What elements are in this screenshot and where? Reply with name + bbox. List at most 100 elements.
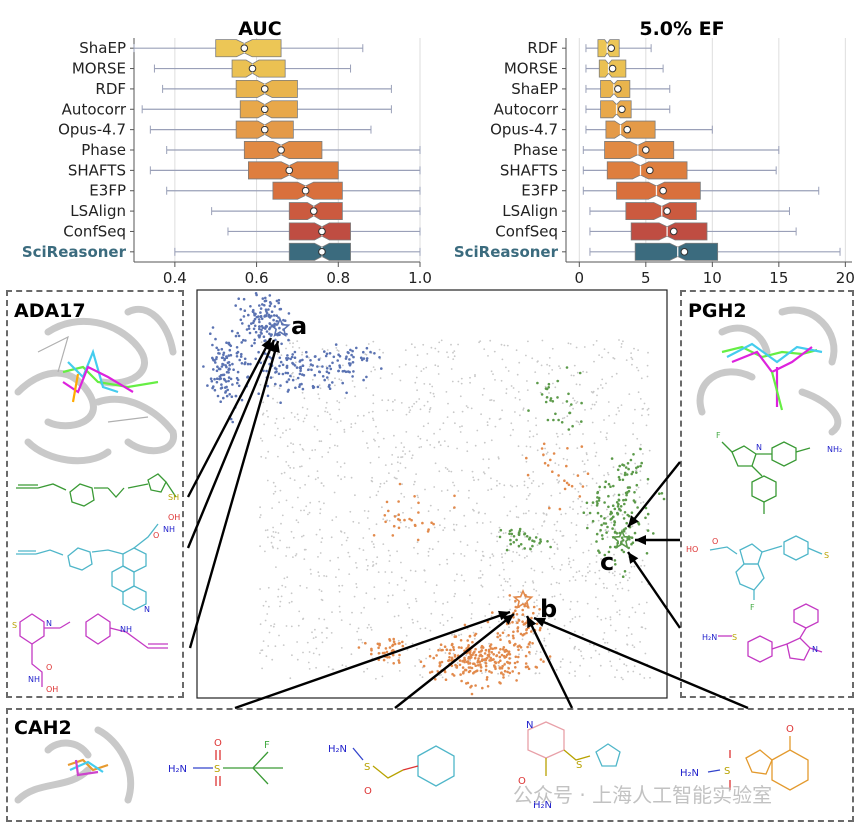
cluster-point-ada17 — [279, 360, 283, 364]
background-point — [569, 506, 571, 509]
cluster-point-ada17 — [352, 370, 355, 373]
cluster-point-pgh2 — [518, 527, 522, 531]
background-point — [446, 562, 449, 565]
cluster-point-cah2 — [514, 666, 517, 669]
cluster-point-pgh2 — [565, 366, 569, 369]
background-point — [597, 387, 599, 390]
background-point — [283, 577, 286, 580]
background-point — [626, 579, 629, 582]
background-point — [582, 551, 585, 554]
background-point — [509, 510, 512, 513]
background-point — [641, 414, 643, 417]
background-point — [425, 366, 428, 369]
cluster-point-ada17 — [291, 378, 295, 382]
background-point — [379, 357, 381, 360]
background-point — [603, 419, 605, 421]
background-point — [424, 627, 427, 630]
cluster-point-cah2 — [430, 670, 434, 674]
cluster-point-ada17 — [227, 368, 230, 372]
background-point — [604, 529, 607, 531]
background-point — [272, 526, 274, 529]
cluster-point-cah2 — [513, 661, 517, 665]
pgh2-m2-s-label: S — [824, 551, 829, 560]
cluster-point-cah2 — [493, 665, 497, 668]
cluster-point-cah2 — [427, 528, 430, 531]
background-point — [382, 437, 385, 440]
cluster-point-ada17 — [268, 355, 271, 359]
background-point — [416, 552, 419, 555]
cluster-point-cah2 — [505, 622, 509, 626]
background-point — [598, 464, 600, 467]
cluster-point-pgh2 — [565, 400, 569, 403]
background-point — [353, 385, 356, 388]
background-point — [277, 595, 279, 598]
cluster-point-ada17 — [331, 361, 334, 365]
background-point — [404, 647, 406, 650]
cluster-point-pgh2 — [627, 467, 630, 471]
background-point — [357, 627, 360, 630]
background-point — [556, 435, 559, 438]
background-point — [574, 579, 577, 581]
cluster-point-cah2 — [370, 647, 373, 651]
background-point — [471, 602, 473, 604]
background-point — [306, 369, 309, 372]
cluster-point-pgh2 — [616, 511, 619, 515]
background-point — [265, 655, 268, 658]
cluster-point-ada17 — [218, 377, 221, 381]
background-point — [318, 575, 320, 577]
background-point — [338, 378, 341, 381]
cluster-point-ada17 — [275, 370, 278, 373]
background-point — [575, 383, 578, 386]
background-point — [590, 504, 593, 507]
background-point — [488, 458, 490, 461]
background-point — [508, 578, 511, 580]
cluster-point-cah2 — [548, 655, 552, 658]
mean-marker — [318, 248, 326, 256]
background-point — [338, 584, 340, 587]
box-scireasoner — [634, 242, 719, 261]
background-point — [426, 400, 429, 403]
background-point — [277, 427, 279, 430]
background-point — [412, 621, 414, 624]
background-point — [539, 651, 542, 653]
cluster-point-cah2 — [482, 658, 486, 661]
background-point — [584, 409, 586, 411]
background-point — [543, 520, 546, 522]
background-point — [591, 477, 594, 480]
background-point — [484, 671, 487, 673]
background-point — [413, 483, 415, 486]
cluster-point-cah2 — [403, 518, 406, 522]
cluster-point-cah2 — [522, 623, 526, 626]
background-point — [509, 608, 511, 611]
cluster-point-cah2 — [486, 685, 490, 688]
background-point — [557, 464, 560, 466]
cah2-m3-s-label: S — [576, 760, 582, 771]
cluster-point-pgh2 — [628, 486, 632, 489]
background-point — [553, 595, 556, 598]
background-point — [452, 552, 455, 555]
background-point — [319, 508, 322, 511]
ada17-title: ADA17 — [14, 300, 86, 322]
background-point — [579, 482, 581, 485]
cluster-point-ada17 — [260, 324, 264, 328]
background-point — [416, 647, 418, 650]
background-point — [559, 568, 562, 571]
background-point — [305, 587, 308, 589]
background-point — [639, 470, 642, 473]
cluster-point-ada17 — [224, 386, 227, 389]
background-point — [632, 433, 634, 436]
background-point — [461, 469, 463, 472]
background-point — [289, 477, 292, 480]
background-point — [585, 452, 588, 454]
background-point — [616, 669, 618, 671]
cluster-point-cah2 — [516, 621, 519, 624]
background-point — [596, 394, 598, 397]
cluster-point-pgh2 — [591, 519, 595, 523]
cah2-panel-art: H₂N S O F H₂N S O N S O H₂N — [14, 717, 809, 811]
cluster-point-pgh2 — [556, 396, 559, 399]
background-point — [588, 570, 591, 572]
background-point — [336, 445, 339, 447]
cluster-point-ada17 — [313, 373, 317, 377]
cluster-point-ada17 — [251, 310, 255, 313]
cluster-point-cah2 — [441, 648, 444, 652]
